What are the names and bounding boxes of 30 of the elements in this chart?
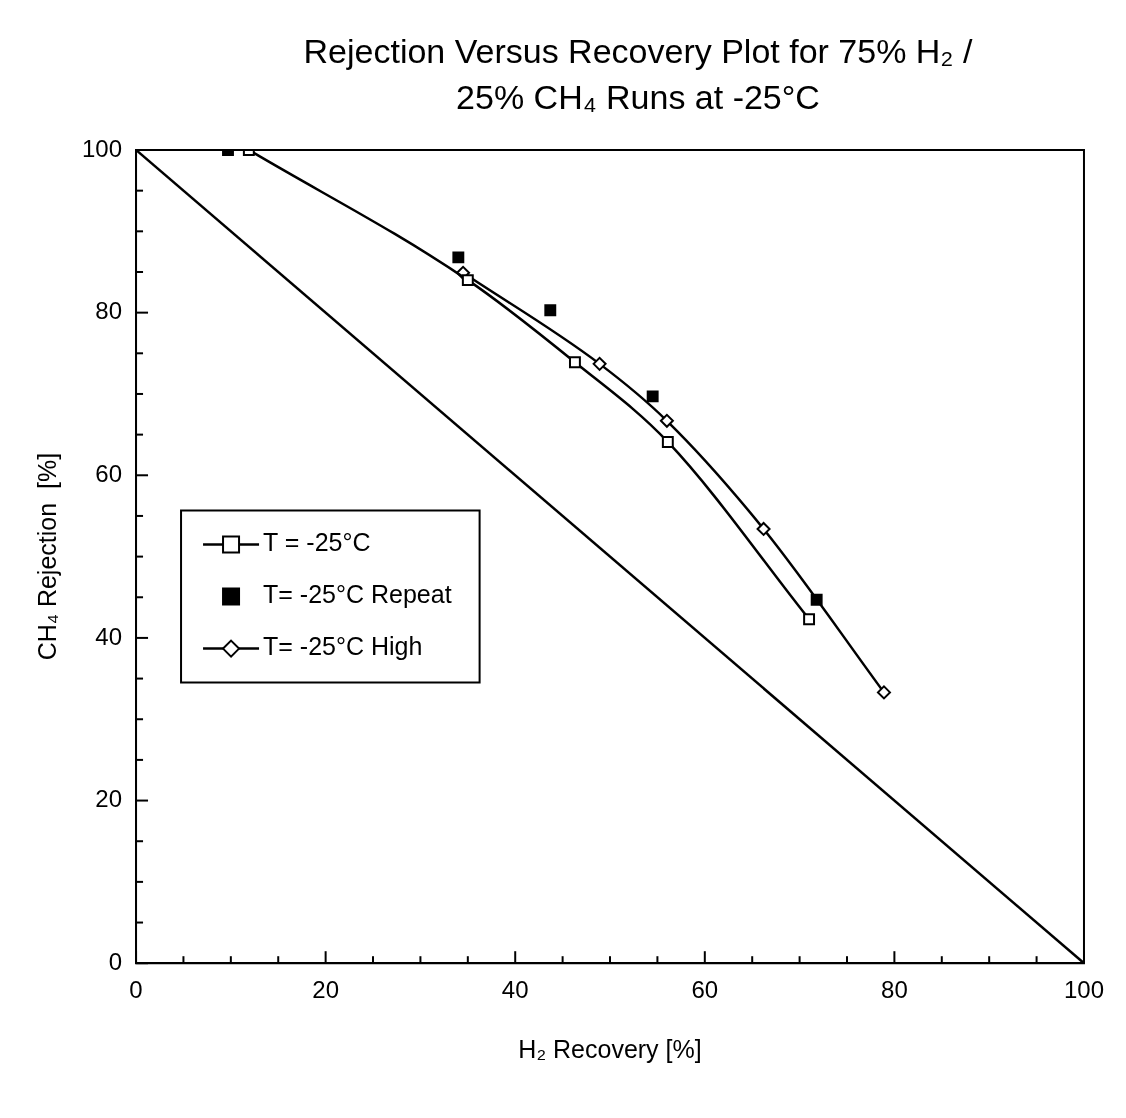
- point: [803, 613, 816, 626]
- point: [461, 274, 474, 287]
- y-tick-label: 20: [95, 785, 123, 813]
- x-tick-label: 0: [129, 976, 143, 1004]
- y-tick-label: 0: [108, 947, 123, 975]
- x-tick-label: 20: [312, 976, 339, 1004]
- y-tick-label: 100: [82, 134, 123, 162]
- point: [592, 356, 607, 371]
- legend-label: T= -25°C Repeat: [263, 580, 452, 609]
- y-axis-title: CH₄ Rejection [%]: [32, 452, 61, 661]
- x-tick-label: 60: [691, 976, 719, 1004]
- point: [452, 251, 465, 264]
- x-axis-title: H₂ Recovery [%]: [518, 1034, 702, 1063]
- legend-label: T = -25°C: [263, 528, 371, 557]
- y-tick-label: 40: [95, 622, 123, 650]
- y-tick-label: 60: [95, 459, 123, 487]
- x-tick-label: 100: [1063, 976, 1104, 1004]
- point: [810, 593, 823, 606]
- legend-label: T= -25°C High: [263, 632, 423, 661]
- point: [876, 685, 891, 700]
- x-tick-label: 80: [881, 976, 908, 1004]
- point: [646, 390, 659, 403]
- point: [659, 413, 674, 428]
- x-tick-label: 40: [501, 976, 529, 1004]
- point: [568, 356, 581, 369]
- point: [544, 304, 557, 317]
- chart-title: Rejection Versus Recovery Plot for 75% H₂ / 25% CH₄ Runs at -25°C: [302, 31, 974, 118]
- point: [756, 521, 771, 536]
- y-tick-label: 80: [95, 297, 123, 325]
- point: [661, 435, 674, 448]
